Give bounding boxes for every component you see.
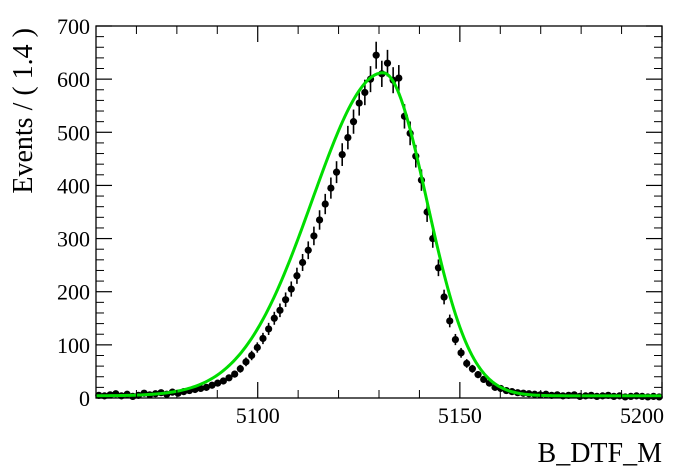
data-point	[383, 59, 392, 67]
x-tick-label: 5150	[438, 403, 482, 428]
y-tick-label: 600	[57, 67, 90, 92]
data-point	[298, 258, 307, 267]
y-tick-label: 400	[57, 173, 90, 198]
y-axis-label: Events / ( 1.4 )	[8, 28, 39, 194]
data-point	[214, 379, 222, 387]
data-point	[276, 306, 284, 314]
data-point	[259, 334, 267, 343]
data-point	[202, 383, 210, 391]
axis-ticks	[95, 25, 663, 399]
data-point	[344, 134, 352, 142]
data-point	[446, 317, 454, 325]
data-point	[327, 184, 335, 192]
data-point	[287, 285, 295, 293]
data-point	[225, 374, 233, 382]
x-tick-label: 5100	[236, 403, 280, 428]
data-point	[451, 335, 460, 344]
data-point	[208, 381, 216, 389]
axis-tick-labels: 0 100 200 300 400 500 600 700 5100 5150 5200	[57, 14, 664, 428]
data-point	[361, 88, 369, 97]
data-point	[372, 51, 380, 59]
data-point	[332, 168, 341, 176]
data-point	[440, 293, 448, 301]
data-point	[304, 246, 312, 254]
data-point	[253, 343, 261, 352]
x-tick-label: 5200	[620, 403, 664, 428]
data-point	[355, 99, 363, 107]
data-point	[242, 358, 250, 366]
data-point	[349, 118, 358, 126]
x-axis-label: B_DTF_M	[538, 438, 663, 469]
data-point	[463, 359, 471, 368]
data-point	[434, 264, 443, 272]
data-point	[315, 216, 324, 224]
data-point	[395, 74, 403, 82]
y-tick-label: 500	[57, 120, 90, 145]
data-point	[270, 314, 278, 322]
data-point	[265, 325, 273, 333]
y-tick-label: 100	[57, 333, 90, 358]
y-tick-label: 0	[79, 386, 90, 411]
data-point	[338, 151, 346, 159]
data-point	[197, 384, 205, 393]
y-tick-label: 200	[57, 280, 90, 305]
data-point	[248, 351, 256, 360]
fit-curve-group	[95, 71, 662, 398]
data-point	[468, 365, 476, 373]
data-point	[219, 377, 227, 385]
data-point	[474, 371, 482, 379]
data-point	[480, 375, 488, 383]
data-point	[310, 232, 318, 240]
data-point	[231, 370, 239, 378]
data-point	[236, 365, 244, 373]
data-point	[321, 200, 329, 208]
fit-curve	[95, 71, 662, 398]
data-point	[282, 296, 290, 304]
data-point	[457, 349, 465, 357]
y-tick-label: 700	[57, 14, 90, 39]
data-point	[293, 272, 301, 280]
y-tick-label: 300	[57, 227, 90, 252]
